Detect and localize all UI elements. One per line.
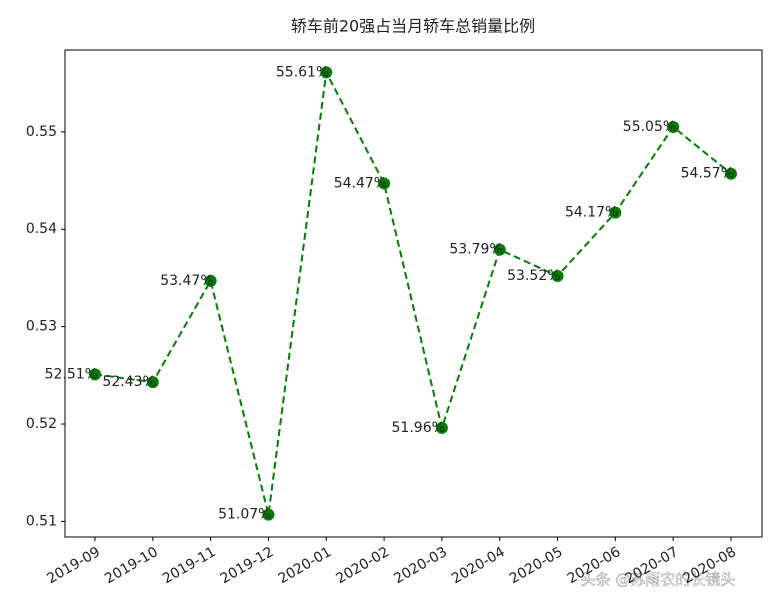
plot-frame [64,49,763,538]
data-label: 52.51% [45,366,98,382]
marker [435,421,448,434]
data-label: 54.17% [565,205,618,221]
marker [378,177,391,190]
marker [204,274,217,287]
watermark: 头条 @苏雨农的长镜头 [581,571,736,589]
data-label: 55.61% [276,64,329,80]
data-label: 53.47% [160,273,213,289]
y-tick-label: 0.54 [26,221,57,237]
data-label: 51.07% [218,507,271,523]
marker [609,206,622,219]
line [94,69,732,515]
y-tick-label: 0.51 [26,513,57,529]
y-tick-label: 0.55 [26,124,57,140]
marker [320,66,333,79]
marker [667,120,680,133]
marker [89,368,101,381]
data-label: 54.47% [334,175,387,191]
marker [146,376,159,389]
data-label: 55.05% [623,119,676,135]
data-label: 51.96% [392,420,445,436]
marker [262,508,275,521]
chart-title: 轿车前20强占当月轿车总销量比例 [291,17,535,36]
y-tick-label: 0.52 [26,416,57,432]
marker [551,269,564,282]
data-label: 53.52% [507,268,560,284]
marker [725,167,737,180]
y-tick-label: 0.53 [26,319,57,335]
data-label: 53.79% [449,242,502,258]
data-label: 54.57% [681,166,734,182]
marker [493,243,506,256]
data-label: 52.43% [102,374,155,390]
